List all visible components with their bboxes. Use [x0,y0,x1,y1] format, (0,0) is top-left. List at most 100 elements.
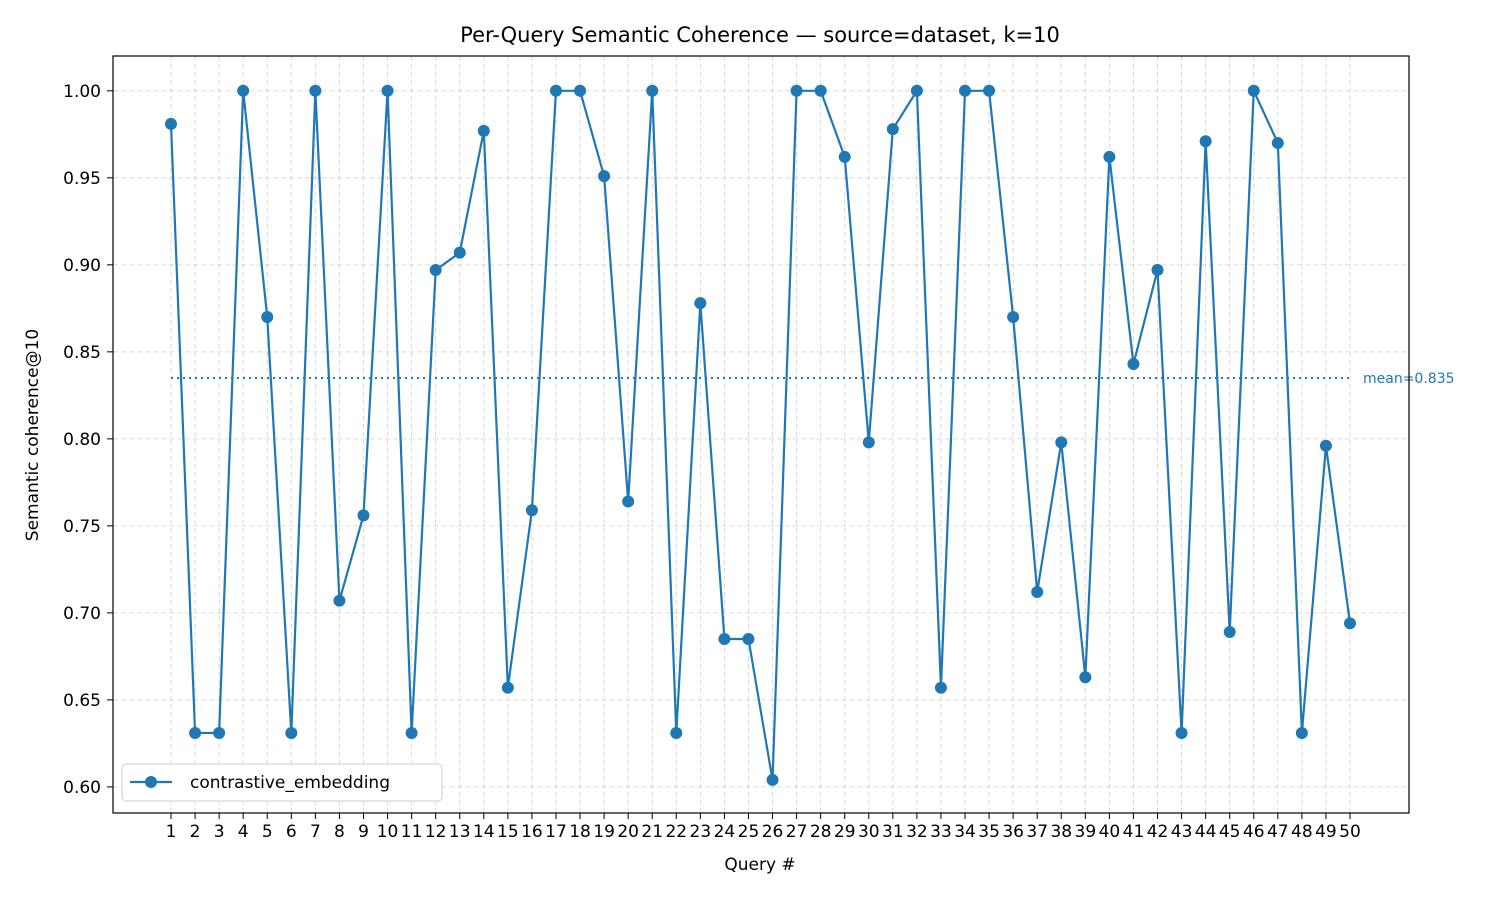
data-point [1199,135,1212,148]
x-tick-label: 1 [166,822,177,842]
data-point [694,297,707,310]
data-point [959,84,972,97]
y-tick-label: 0.75 [63,517,101,537]
data-point [718,632,731,645]
data-point [1344,617,1356,630]
chart-title: Per-Query Semantic Coherence — source=da… [460,23,1060,47]
y-axis-title: Semantic coherence@10 [23,329,43,541]
data-point [1319,439,1332,452]
x-tick-label: 4 [238,822,249,842]
x-tick-label: 48 [1291,822,1313,842]
data-point [285,726,298,739]
x-axis-title: Query # [724,855,795,875]
x-tick-label: 30 [858,822,880,842]
y-tick-label: 0.70 [63,604,101,624]
x-tick-label: 12 [425,822,447,842]
x-tick-label: 41 [1123,822,1145,842]
legend-marker-swatch [145,776,157,788]
x-tick-label: 28 [810,822,832,842]
x-tick-label: 2 [190,822,201,842]
x-tick-label: 31 [882,822,904,842]
data-point [838,150,851,163]
x-tick-label: 9 [358,822,369,842]
data-point [983,84,996,97]
data-point [646,84,659,97]
plot-frame [112,55,1410,814]
data-point [1127,358,1140,371]
y-axis-ticks: 0.60 0.65 0.70 0.75 0.80 0.85 0.90 0.95 1.00 [63,82,113,798]
data-point [1055,436,1068,449]
data-point [1007,311,1020,324]
data-point [574,84,587,97]
data-point [886,123,899,136]
x-tick-label: 45 [1219,822,1241,842]
data-point [1151,264,1164,277]
data-point [598,170,611,183]
x-tick-label: 17 [545,822,567,842]
legend-label: contrastive_embedding [190,773,390,793]
y-tick-label: 0.90 [63,256,101,276]
x-tick-label: 19 [593,822,615,842]
data-point [189,726,202,739]
data-point [742,632,755,645]
x-tick-label: 26 [762,822,784,842]
x-tick-label: 3 [214,822,225,842]
data-point [501,681,514,694]
y-tick-label: 0.60 [63,778,101,798]
x-tick-label: 32 [906,822,928,842]
x-tick-label: 10 [377,822,399,842]
x-tick-label: 18 [569,822,591,842]
data-point [766,773,779,786]
x-tick-label: 16 [521,822,543,842]
data-point [165,117,177,130]
data-point [862,436,875,449]
x-tick-label: 6 [286,822,297,842]
data-point [1175,726,1188,739]
x-tick-label: 13 [449,822,471,842]
data-point [429,264,442,277]
data-point [549,84,562,97]
x-tick-label: 7 [310,822,321,842]
y-tick-label: 0.65 [63,691,101,711]
x-tick-label: 27 [786,822,808,842]
x-tick-label: 44 [1195,822,1217,842]
data-point [213,726,226,739]
legend: contrastive_embedding [121,763,443,802]
x-tick-label: 40 [1099,822,1121,842]
x-tick-label: 47 [1267,822,1289,842]
x-tick-label: 23 [690,822,712,842]
x-tick-label: 29 [834,822,856,842]
data-point [525,504,538,517]
x-tick-label: 34 [954,822,976,842]
x-tick-label: 22 [665,822,687,842]
x-tick-label: 42 [1147,822,1169,842]
data-point [1295,726,1308,739]
series-line [169,89,1352,782]
x-tick-label: 5 [262,822,273,842]
x-tick-label: 39 [1075,822,1097,842]
x-tick-label: 11 [401,822,423,842]
x-tick-label: 20 [617,822,639,842]
x-tick-label: 37 [1026,822,1048,842]
data-point [309,84,322,97]
x-tick-label: 38 [1050,822,1072,842]
data-point [1079,671,1092,684]
x-tick-label: 46 [1243,822,1265,842]
data-point [934,681,947,694]
x-tick-label: 8 [334,822,345,842]
data-point [261,311,274,324]
data-point [477,124,490,137]
x-axis-ticks: 1 2 3 4 5 6 7 8 9 10 11 12 13 14 15 16 17 18 19 20 21 22 23 24 2… [166,813,1361,842]
x-tick-label: 49 [1315,822,1337,842]
data-point [405,726,418,739]
data-point [622,495,635,508]
x-tick-label: 33 [930,822,952,842]
data-point [814,84,827,97]
x-tick-label: 43 [1171,822,1193,842]
data-point [1271,137,1284,150]
data-point [670,726,683,739]
legend-box [121,763,443,802]
data-point [357,509,370,522]
x-tick-label: 25 [738,822,760,842]
